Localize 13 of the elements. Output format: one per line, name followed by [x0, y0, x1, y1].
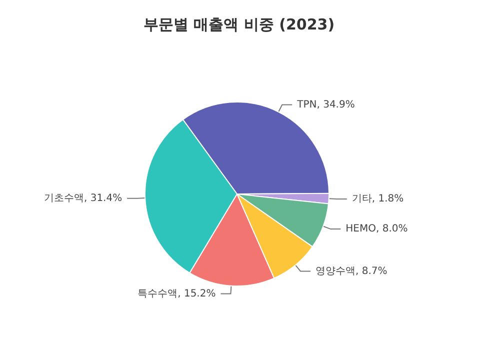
data-label: , 1.8%	[372, 194, 404, 205]
slice-label: 특수수액	[138, 288, 178, 300]
slice-label: TPN	[296, 99, 317, 110]
data-label: , 15.2%	[178, 288, 216, 300]
data-label: , 31.4%	[84, 192, 122, 204]
data-label: , 34.9%	[316, 99, 355, 110]
chart-title: 부문별 매출액 비중 (2023)	[143, 16, 335, 34]
slice-label: HEMO	[346, 224, 376, 235]
slice-label: 기초수액	[44, 192, 84, 204]
data-label: , 8.7%	[356, 266, 388, 277]
data-label: , 8.0%	[376, 224, 408, 235]
slice-label: 영양수액	[316, 266, 356, 277]
slice-label: 기타	[352, 194, 372, 205]
